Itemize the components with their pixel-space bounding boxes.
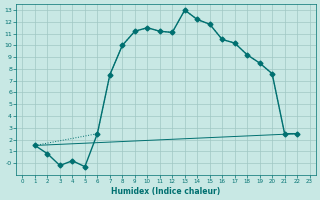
X-axis label: Humidex (Indice chaleur): Humidex (Indice chaleur) <box>111 187 221 196</box>
